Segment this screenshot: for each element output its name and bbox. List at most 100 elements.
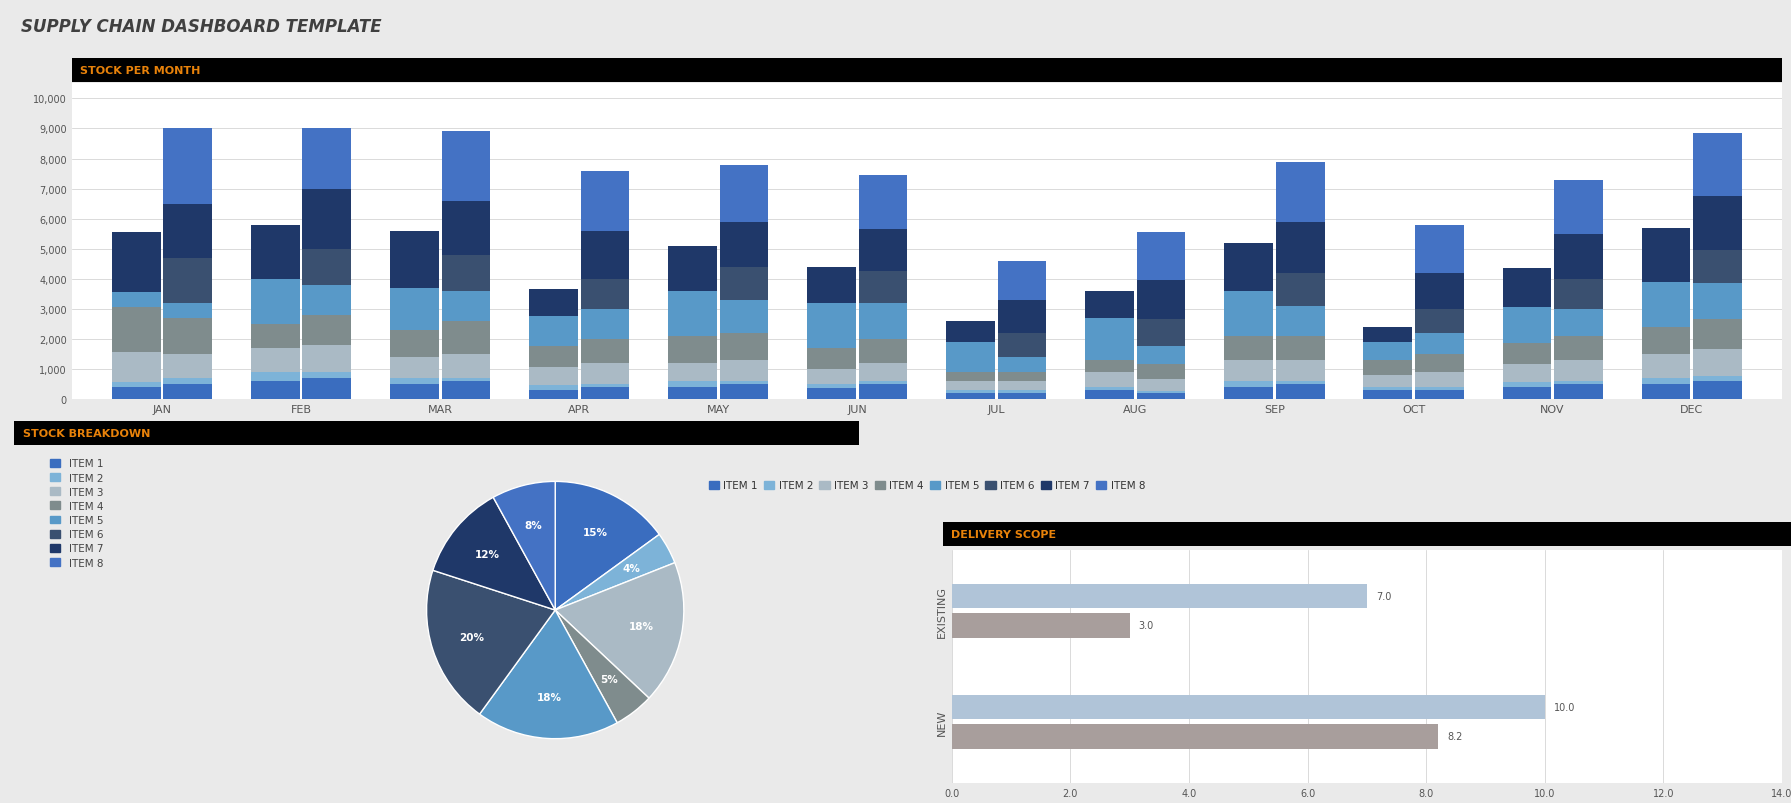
Bar — [1503, 269, 1551, 308]
Bar — [528, 317, 578, 347]
Bar — [1555, 361, 1603, 381]
Bar — [1085, 361, 1134, 373]
Bar — [858, 381, 908, 385]
Wedge shape — [433, 498, 555, 610]
Bar — [1085, 373, 1134, 387]
Bar — [113, 383, 161, 387]
Bar — [858, 340, 908, 364]
Bar — [1363, 390, 1411, 399]
Legend: ITEM 1, ITEM 2, ITEM 3, ITEM 4, ITEM 5, ITEM 6, ITEM 7, ITEM 8: ITEM 1, ITEM 2, ITEM 3, ITEM 4, ITEM 5, … — [704, 477, 1150, 495]
Text: 10.0: 10.0 — [1555, 703, 1574, 712]
Bar — [1137, 320, 1186, 347]
Bar — [251, 373, 299, 381]
Text: 4%: 4% — [623, 563, 641, 573]
Bar — [946, 321, 996, 342]
Bar — [858, 364, 908, 381]
Bar — [1692, 377, 1741, 381]
Wedge shape — [480, 610, 618, 739]
Bar — [251, 226, 299, 279]
Text: 15%: 15% — [582, 528, 607, 537]
Wedge shape — [555, 482, 659, 610]
Bar — [1555, 381, 1603, 385]
Bar — [668, 247, 716, 291]
Bar — [808, 267, 856, 304]
Text: DELIVERY SCOPE: DELIVERY SCOPE — [951, 529, 1057, 539]
Wedge shape — [555, 563, 684, 699]
Bar — [998, 358, 1046, 373]
Text: 5%: 5% — [600, 675, 618, 684]
Bar — [1275, 336, 1325, 361]
Bar — [1503, 383, 1551, 387]
Bar — [1415, 390, 1463, 399]
Bar — [1555, 385, 1603, 399]
Bar — [163, 259, 211, 304]
Bar — [1692, 251, 1741, 283]
Bar — [1692, 350, 1741, 377]
Bar — [580, 340, 629, 364]
Bar — [858, 176, 908, 230]
Bar — [113, 353, 161, 383]
Bar — [1275, 385, 1325, 399]
Bar — [1225, 361, 1273, 381]
Bar — [303, 316, 351, 345]
Bar — [1415, 273, 1463, 309]
Bar — [720, 267, 768, 300]
Bar — [251, 279, 299, 324]
Bar — [720, 381, 768, 385]
Bar — [113, 387, 161, 399]
Bar — [1503, 308, 1551, 344]
Bar — [442, 291, 491, 321]
Bar — [442, 321, 491, 354]
Bar — [1415, 354, 1463, 373]
Bar — [580, 231, 629, 279]
Bar — [951, 724, 1438, 748]
Bar — [163, 354, 211, 378]
Bar — [1555, 234, 1603, 279]
Bar — [998, 382, 1046, 391]
Bar — [668, 291, 716, 336]
Bar — [720, 385, 768, 399]
Bar — [1692, 283, 1741, 320]
Bar — [580, 171, 629, 231]
Bar — [946, 393, 996, 399]
Bar — [1137, 347, 1186, 365]
Bar — [1642, 385, 1691, 399]
Bar — [998, 393, 1046, 399]
Bar — [1363, 387, 1411, 390]
Bar — [580, 279, 629, 309]
Bar — [1692, 381, 1741, 399]
Bar — [1225, 381, 1273, 387]
Bar — [1503, 365, 1551, 383]
Bar — [1363, 328, 1411, 342]
Bar — [1555, 309, 1603, 336]
Text: 18%: 18% — [629, 622, 654, 632]
Bar — [442, 381, 491, 399]
Bar — [1415, 387, 1463, 390]
Bar — [668, 381, 716, 387]
Bar — [1642, 228, 1691, 283]
Bar — [390, 357, 439, 378]
Bar — [528, 347, 578, 368]
Text: SUPPLY CHAIN DASHBOARD TEMPLATE: SUPPLY CHAIN DASHBOARD TEMPLATE — [21, 18, 381, 35]
Text: STOCK BREAKDOWN: STOCK BREAKDOWN — [23, 429, 150, 438]
Bar — [528, 290, 578, 317]
Bar — [1137, 380, 1186, 392]
Bar — [808, 389, 856, 399]
Bar — [720, 361, 768, 381]
Bar — [1642, 283, 1691, 328]
Text: 8.2: 8.2 — [1447, 732, 1461, 741]
Bar — [1363, 375, 1411, 387]
Bar — [668, 387, 716, 399]
Bar — [998, 373, 1046, 382]
Bar — [1275, 222, 1325, 273]
Text: 7.0: 7.0 — [1375, 592, 1392, 601]
Bar — [1137, 393, 1186, 399]
Bar — [808, 369, 856, 385]
Bar — [998, 391, 1046, 393]
Bar — [303, 378, 351, 399]
Bar — [1642, 328, 1691, 354]
Bar — [1225, 336, 1273, 361]
Bar — [1555, 181, 1603, 234]
Bar — [1363, 342, 1411, 361]
Bar — [720, 333, 768, 361]
